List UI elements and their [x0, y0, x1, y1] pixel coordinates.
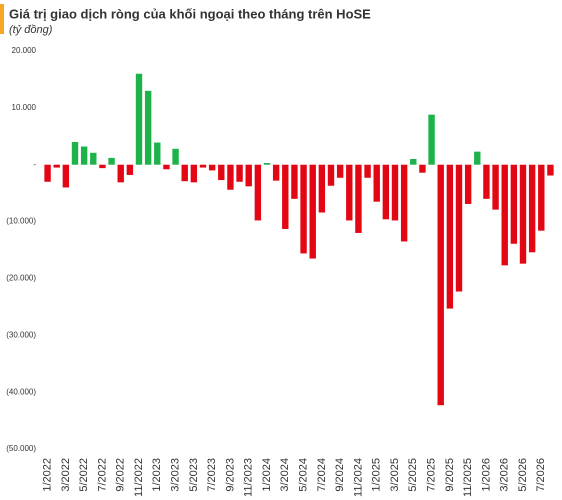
- bar: [80, 146, 88, 165]
- chart-subtitle: (tỷ đồng): [9, 24, 53, 36]
- y-tick-label: (10.000): [6, 217, 36, 226]
- bar: [373, 164, 380, 202]
- y-tick-label: (50.000): [6, 444, 36, 453]
- x-tick-label: 3/2022: [60, 458, 72, 492]
- bar: [71, 141, 79, 165]
- x-tick-label: 5/2023: [188, 458, 200, 492]
- bar: [181, 164, 188, 182]
- bar: [382, 164, 390, 220]
- x-tick-label: 11/2025: [462, 458, 474, 497]
- x-tick-label: 9/2024: [334, 458, 346, 492]
- bar: [492, 164, 499, 210]
- bar: [474, 151, 481, 165]
- bar: [117, 164, 124, 183]
- bar: [154, 142, 161, 165]
- x-tick-label: 5/2025: [407, 458, 419, 492]
- x-tick-label: 5/2024: [297, 458, 309, 492]
- bar: [190, 164, 198, 183]
- x-tick-label: 7/2025: [425, 458, 437, 492]
- bar: [172, 148, 179, 165]
- x-tick-label: 3/2025: [389, 458, 401, 492]
- bar: [346, 164, 353, 221]
- bar: [254, 164, 262, 221]
- bar: [364, 164, 371, 178]
- bar: [126, 164, 134, 175]
- bar: [291, 164, 298, 199]
- x-tick-label: 3/2024: [279, 458, 291, 492]
- bar: [263, 163, 271, 165]
- bar: [163, 164, 170, 170]
- bar: [227, 164, 234, 190]
- bar: [218, 164, 225, 181]
- bar: [272, 164, 280, 181]
- bar: [108, 157, 115, 165]
- x-tick-label: 9/2025: [444, 458, 456, 492]
- bar: [309, 164, 316, 259]
- bar: [528, 164, 536, 253]
- bar: [336, 164, 344, 178]
- x-tick-label: 7/2024: [316, 458, 328, 492]
- bar: [355, 164, 362, 233]
- x-tick-label: 9/2022: [115, 458, 127, 492]
- x-tick-label: 11/2022: [133, 458, 145, 497]
- x-tick-label: 5/2022: [78, 458, 90, 492]
- bar: [547, 164, 554, 176]
- bar: [282, 164, 289, 229]
- bar: [300, 164, 307, 254]
- bar: [90, 152, 97, 165]
- bar: [428, 114, 435, 165]
- bar: [53, 164, 60, 168]
- x-tick-label: 3/2026: [499, 458, 511, 492]
- bar: [144, 90, 152, 165]
- x-tick-label: 5/2026: [517, 458, 529, 492]
- bar: [519, 164, 527, 264]
- x-tick-label: 3/2023: [169, 458, 181, 492]
- bar: [455, 164, 463, 292]
- x-tick-label: 11/2023: [243, 458, 255, 497]
- x-tick-label: 1/2024: [261, 458, 273, 492]
- bar: [62, 164, 70, 188]
- bar: [199, 164, 207, 168]
- bar: [135, 73, 143, 165]
- title-accent: [0, 4, 4, 34]
- x-tick-label: 1/2023: [151, 458, 163, 492]
- bar: [437, 164, 444, 406]
- bar: [400, 164, 408, 242]
- y-tick-label: (20.000): [6, 274, 36, 283]
- bar: [419, 164, 426, 173]
- chart-title: Giá trị giao dịch ròng của khối ngoại th…: [9, 6, 371, 21]
- y-tick-label: (30.000): [6, 330, 36, 339]
- bar: [327, 164, 335, 186]
- x-tick-label: 1/2022: [41, 458, 53, 492]
- x-tick-label: 7/2023: [206, 458, 218, 492]
- bar: [538, 164, 545, 231]
- x-tick-label: 7/2026: [535, 458, 547, 492]
- bar: [44, 164, 51, 182]
- bar: [410, 159, 417, 165]
- bar: [446, 164, 454, 309]
- bar: [236, 164, 243, 182]
- bar: [99, 164, 106, 169]
- bar: [501, 164, 508, 266]
- y-tick-label: -: [33, 160, 36, 169]
- bar: [510, 164, 518, 244]
- x-tick-label: 11/2024: [352, 458, 364, 497]
- x-tick-label: 7/2022: [96, 458, 108, 492]
- y-tick-label: 10.000: [12, 103, 37, 112]
- bar: [391, 164, 399, 221]
- x-tick-label: 9/2023: [224, 458, 236, 492]
- bar: [245, 164, 252, 187]
- bar: [483, 164, 490, 199]
- bar: [208, 164, 216, 171]
- bar: [318, 164, 326, 213]
- x-tick-label: 1/2026: [480, 458, 492, 492]
- bar: [464, 164, 472, 204]
- y-tick-label: 20.000: [12, 46, 37, 55]
- x-tick-label: 1/2025: [371, 458, 383, 492]
- y-tick-label: (40.000): [6, 387, 36, 396]
